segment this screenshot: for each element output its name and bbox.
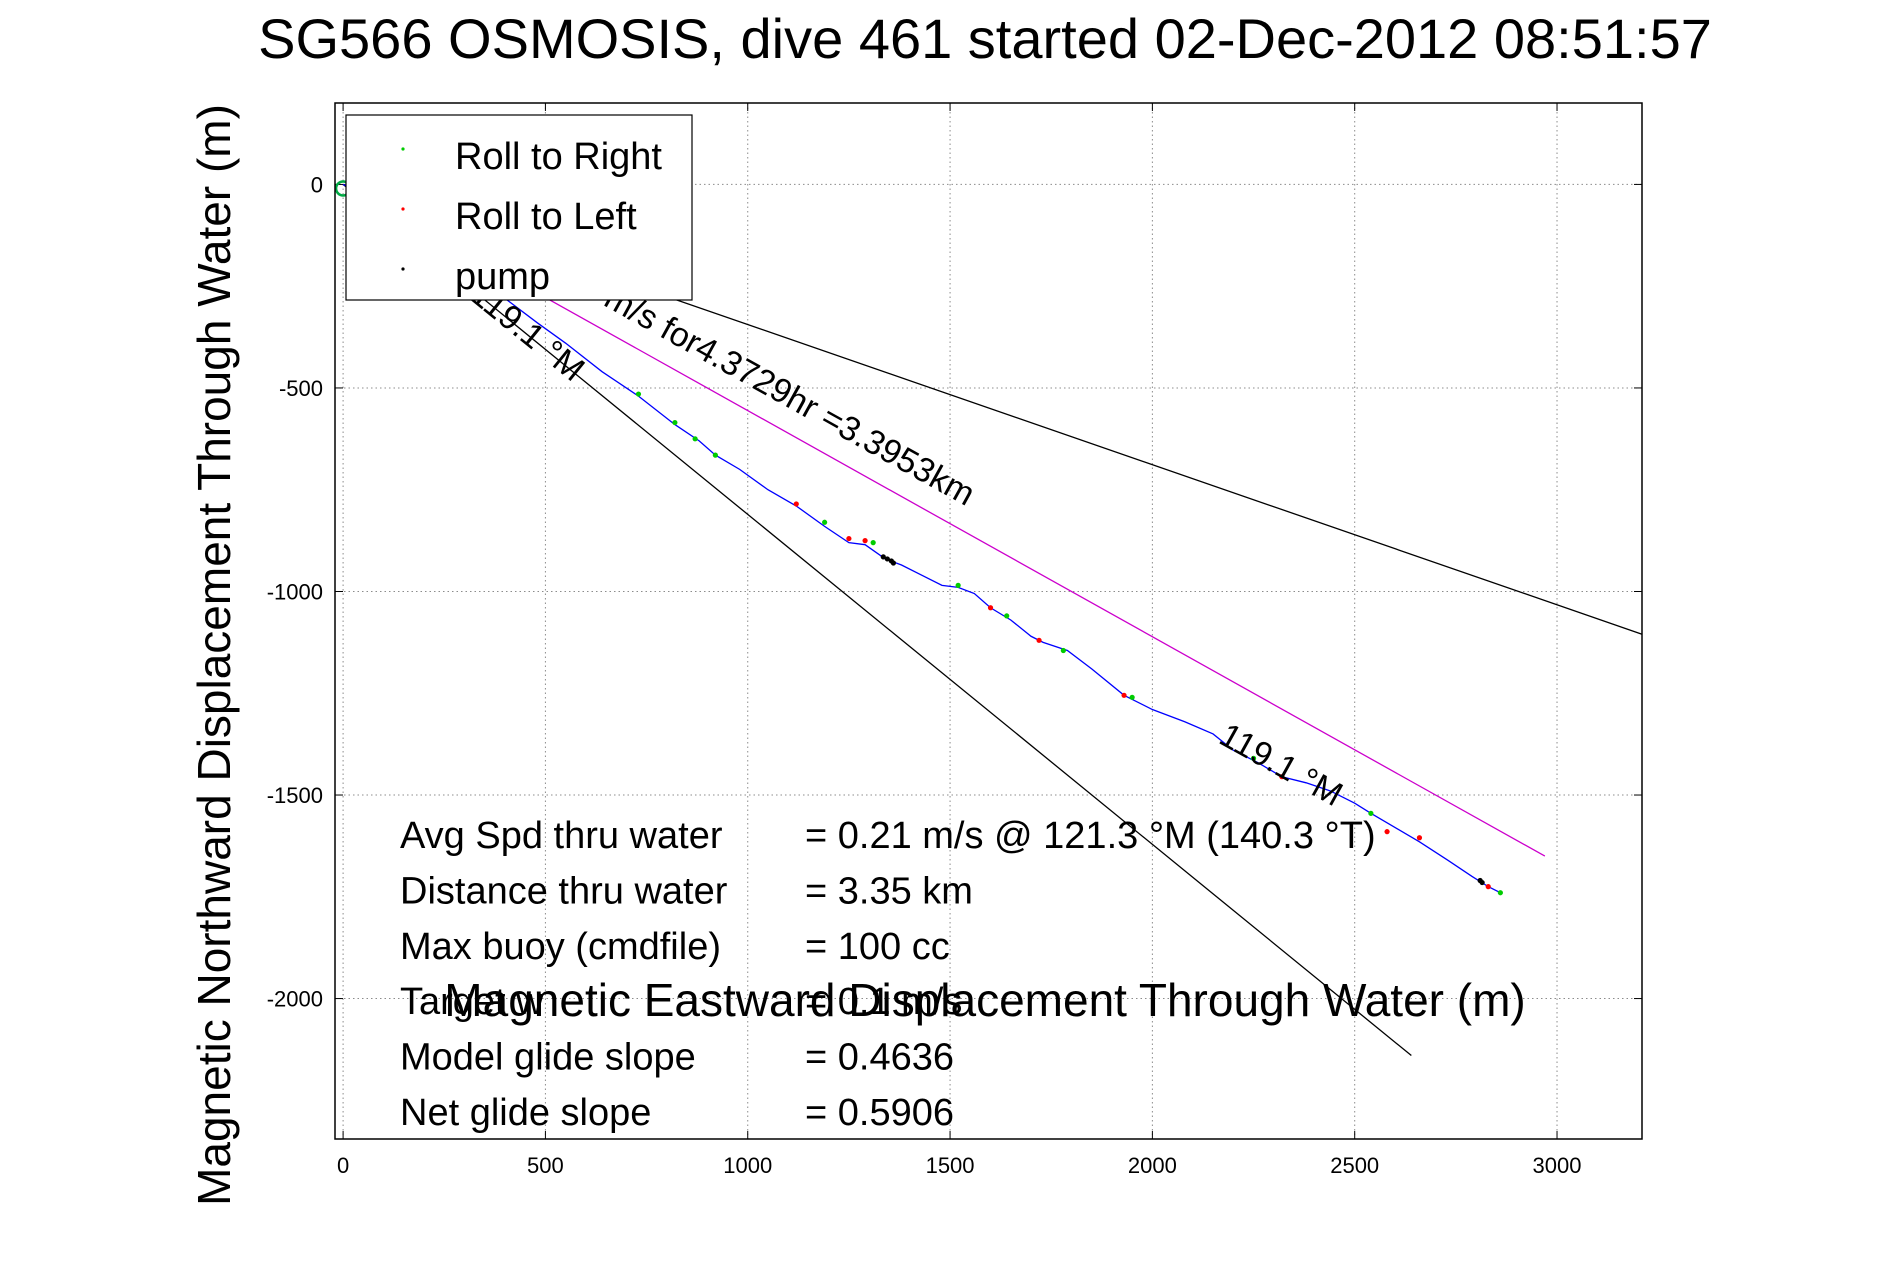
- roll-left-point: [1279, 774, 1285, 780]
- legend-label: pump: [455, 256, 550, 298]
- roll-left-point: [1036, 637, 1042, 643]
- roll-right-point: [870, 540, 876, 546]
- roll-right-point: [635, 391, 642, 397]
- roll-left-point: [862, 538, 868, 544]
- stat-label: Net glide slope: [400, 1092, 651, 1134]
- stat-value: = 0.21 m/s @ 121.3 °M (140.3 °T): [805, 815, 1376, 857]
- y-tick-label: 0: [311, 172, 323, 197]
- stat-value: = 3.35 km: [805, 870, 973, 912]
- event-markers: [334, 180, 1503, 896]
- dive-track-line: [342, 183, 1501, 894]
- legend-label: Roll to Left: [455, 196, 637, 238]
- legend-marker: [401, 267, 405, 271]
- stat-label: Max buoy (cmdfile): [400, 926, 721, 968]
- x-tick-label: 2000: [1128, 1153, 1177, 1178]
- pump-point: [884, 556, 890, 562]
- y-tick-label: -1500: [267, 783, 323, 808]
- roll-right-point: [1004, 613, 1010, 619]
- track-series: [342, 183, 1501, 894]
- stat-label: Model glide slope: [400, 1037, 696, 1079]
- stat-value: = 0.5906: [805, 1092, 954, 1134]
- roll-right-point: [672, 419, 678, 426]
- roll-right-point: [712, 452, 718, 458]
- stat-value: = 0.4636: [805, 1037, 954, 1079]
- roll-left-point: [1416, 835, 1423, 841]
- y-axis-ticks: 0 -500 -1000 -1500 -2000: [267, 172, 1642, 1012]
- reference-line-3: [342, 183, 1412, 1057]
- roll-right-point: [955, 582, 961, 588]
- x-tick-label: 3000: [1533, 1153, 1582, 1178]
- roll-left-point: [1384, 829, 1390, 835]
- stat-label: Avg Spd thru water: [400, 815, 723, 857]
- pump-point: [880, 554, 886, 560]
- y-tick-label: -2000: [267, 987, 323, 1012]
- roll-left-point: [987, 605, 994, 611]
- y-tick-label: -1000: [267, 579, 323, 604]
- grid: [335, 103, 1642, 1139]
- x-axis-ticks: 0 500 1000 1500 2000 2500 3000: [337, 103, 1582, 1178]
- x-tick-label: 0: [337, 1153, 349, 1178]
- dive-statistics: Avg Spd thru water = 0.21 m/s @ 121.3 °M …: [400, 815, 1376, 1134]
- roll-left-point: [793, 501, 799, 507]
- stat-value: = 100 cc: [805, 926, 950, 968]
- legend-marker: [401, 147, 405, 151]
- stat-label: Distance thru water: [400, 870, 728, 912]
- legend: Roll to Right Roll to Left pump: [345, 114, 693, 301]
- roll-right-point: [1129, 694, 1135, 700]
- legend-marker: [401, 207, 405, 211]
- pump-point: [1479, 879, 1485, 886]
- roll-left-point: [1121, 692, 1127, 698]
- roll-right-point: [1368, 810, 1374, 816]
- roll-right-point: [1060, 647, 1066, 654]
- x-tick-label: 500: [527, 1153, 564, 1178]
- y-tick-label: -500: [279, 376, 323, 401]
- stat-label: Target w: [400, 981, 544, 1023]
- pump-point: [890, 560, 897, 566]
- roll-right-point: [822, 519, 828, 525]
- roll-right-point: [692, 436, 698, 442]
- x-tick-label: 2500: [1330, 1153, 1379, 1178]
- plot-frame: [334, 102, 1643, 1140]
- roll-left-point: [846, 535, 852, 542]
- roll-right-point: [1497, 890, 1503, 896]
- roll-left-point: [1485, 884, 1491, 890]
- y-axis-label: Magnetic Northward Displacement Through …: [188, 104, 240, 1206]
- x-tick-label: 1500: [926, 1153, 975, 1178]
- x-tick-label: 1000: [723, 1153, 772, 1178]
- chart-title: SG566 OSMOSIS, dive 461 started 02-Dec-2…: [258, 7, 1712, 70]
- legend-label: Roll to Right: [455, 136, 662, 178]
- x-axis-label: Magnetic Eastward Displacement Through W…: [444, 974, 1525, 1026]
- roll-right-point: [1250, 755, 1257, 761]
- stat-value: = 0.1 m/s: [805, 981, 962, 1023]
